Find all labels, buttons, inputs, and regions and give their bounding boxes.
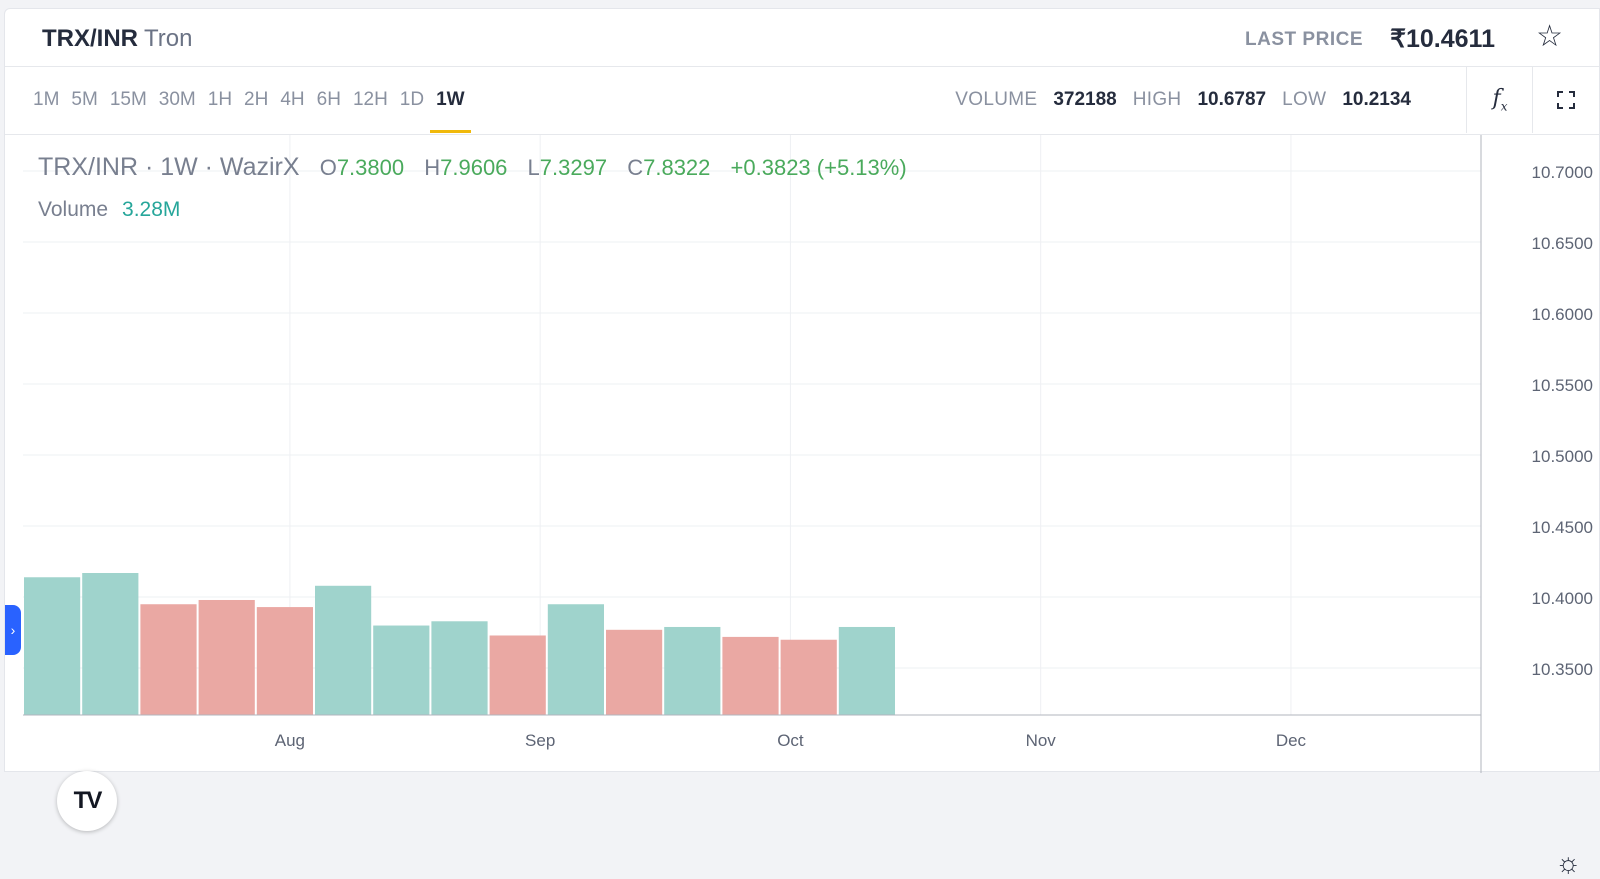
volume-legend-label: Volume [38, 198, 109, 221]
volume-bar [489, 635, 546, 715]
volume-bar [373, 625, 430, 715]
interval-1w[interactable]: 1W [430, 67, 471, 133]
volume-bar [431, 621, 488, 715]
last-price-value: ₹10.4611 [1390, 25, 1495, 53]
high-value: 10.6787 [1197, 89, 1267, 110]
price-axis-label: 10.5000 [1532, 447, 1593, 466]
indicators-button[interactable]: fx [1466, 67, 1533, 133]
fullscreen-button[interactable] [1532, 67, 1599, 133]
price-axis-label: 10.3500 [1532, 660, 1593, 679]
volume-bar [24, 577, 81, 715]
time-axis-label: Dec [1276, 731, 1307, 750]
interval-30m[interactable]: 30M [158, 89, 196, 110]
interval-1d[interactable]: 1D [399, 89, 425, 110]
pair-title: TRX/INR Tron [42, 25, 192, 53]
volume-legend-value: 3.28M [122, 198, 181, 221]
side-panel-toggle[interactable]: › [5, 605, 21, 655]
interval-5m[interactable]: 5M [71, 89, 98, 110]
volume-bar [722, 636, 779, 715]
close-label: C [627, 155, 644, 180]
open-value: 7.3800 [336, 155, 405, 180]
price-axis-label: 10.6000 [1532, 305, 1593, 324]
time-axis-label: Oct [777, 731, 804, 750]
price-axis-label: 10.5500 [1532, 376, 1593, 395]
volume-bar [198, 599, 255, 715]
chart-settings-icon[interactable]: ☼ [1555, 847, 1581, 878]
chart-legend-volume: Volume 3.28M [38, 198, 180, 222]
fx-icon: fx [1492, 86, 1508, 114]
high-label-legend: H [424, 155, 441, 180]
last-price-label: LAST PRICE [1245, 29, 1363, 50]
pair-name: Tron [144, 25, 193, 52]
interval-12h[interactable]: 12H [352, 89, 388, 110]
high-label: HIGH [1132, 89, 1182, 110]
time-axis-label: Sep [525, 731, 555, 750]
volume-bar [664, 626, 721, 715]
pair-symbol: TRX/INR [42, 25, 138, 52]
interval-1m[interactable]: 1M [33, 89, 60, 110]
close-value: 7.8322 [643, 155, 711, 180]
low-value: 10.2134 [1342, 89, 1411, 110]
chevron-right-icon: › [10, 622, 16, 638]
open-label: O [319, 155, 337, 180]
tradingview-logo[interactable]: TV [57, 771, 117, 831]
low-label-legend: L [527, 155, 540, 180]
interval-1h[interactable]: 1H [207, 89, 233, 110]
price-axis-label: 10.4500 [1532, 518, 1593, 537]
fullscreen-icon [1557, 91, 1575, 109]
price-axis-label: 10.7000 [1532, 163, 1593, 182]
price-axis-label: 10.6500 [1532, 234, 1593, 253]
time-axis-label: Aug [275, 731, 305, 750]
volume-bar [82, 573, 139, 715]
volume-bar [315, 585, 372, 715]
chart-legend-ohlc: TRX/INR · 1W · WazirX O7.3800 H7.9606 L7… [38, 153, 921, 182]
interval-6h[interactable]: 6H [316, 89, 341, 110]
volume-bar [140, 604, 197, 715]
volume-bar [780, 639, 837, 715]
chart-toolbar: 1M 5M 15M 30M 1H 2H 4H 6H 12H 1D 1W VOLUME 372188 … [5, 67, 1599, 135]
change-value: +0.3823 (+5.13%) [730, 155, 907, 180]
market-header: TRX/INR Tron LAST PRICE ₹10.4611 ☆ [5, 9, 1599, 67]
price-chart[interactable]: 10.7000 10.6500 10.6000 10.5500 10.5000 10.45… [23, 135, 1600, 878]
volume-bar [838, 626, 895, 715]
volume-value: 372188 [1053, 89, 1117, 110]
legend-symbol: TRX/INR · 1W · WazirX [38, 153, 300, 181]
volume-bar [256, 607, 313, 715]
low-label: LOW [1282, 89, 1327, 110]
chart-card: TRX/INR Tron LAST PRICE ₹10.4611 ☆ 1M 5M 15… [4, 8, 1600, 878]
volume-bar [606, 629, 663, 715]
volume-label: VOLUME [955, 89, 1038, 110]
time-axis-label: Nov [1026, 731, 1057, 750]
chart-canvas[interactable]: 10.7000 10.6500 10.6000 10.5500 10.5000 10.45… [23, 135, 1600, 773]
market-stats: VOLUME 372188 HIGH 10.6787 LOW 10.2134 [955, 67, 1427, 133]
high-value-legend: 7.9606 [440, 155, 508, 180]
low-value-legend: 7.3297 [539, 155, 608, 180]
volume-bar [547, 604, 604, 715]
interval-2h[interactable]: 2H [244, 89, 269, 110]
interval-4h[interactable]: 4H [280, 89, 305, 110]
price-axis-label: 10.4000 [1532, 589, 1593, 608]
interval-selector: 1M 5M 15M 30M 1H 2H 4H 6H 12H 1D 1W [27, 67, 471, 133]
star-icon[interactable]: ☆ [1536, 20, 1563, 53]
interval-15m[interactable]: 15M [109, 89, 147, 110]
